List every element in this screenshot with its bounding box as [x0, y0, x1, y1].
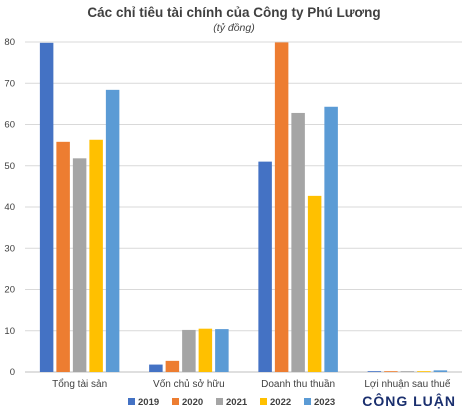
bar-2023-2: [324, 106, 338, 372]
bar-2023-0: [105, 89, 120, 372]
y-tick-label: 70: [4, 78, 15, 89]
y-tick-label: 60: [4, 120, 15, 131]
y-tick-label: 80: [4, 37, 15, 48]
legend-swatch: [172, 398, 179, 405]
bar-2020-2: [274, 42, 289, 372]
y-tick-label: 20: [4, 285, 15, 296]
legend-label: 2023: [314, 397, 335, 408]
bar-2021-1: [182, 329, 196, 372]
bar-2020-1: [165, 360, 180, 372]
category-label: Doanh thu thuần: [261, 378, 335, 390]
bar-2021-0: [72, 158, 87, 372]
bar-2022-0: [89, 139, 103, 372]
y-tick-label: 0: [10, 367, 15, 378]
category-label: Vốn chủ sở hữu: [153, 378, 225, 390]
category-label: Lợi nhuận sau thuế: [364, 378, 451, 390]
bar-2020-3: [384, 371, 398, 372]
bar-2022-2: [307, 195, 322, 372]
bar-2019-1: [149, 364, 163, 372]
legend-swatch: [260, 398, 267, 405]
bar-2021-2: [291, 112, 305, 372]
legend-swatch: [216, 398, 223, 405]
bars: [39, 42, 448, 372]
legend-label: 2020: [182, 397, 203, 408]
y-tick-label: 30: [4, 243, 15, 254]
legend-swatch: [304, 398, 311, 405]
chart-subtitle: (tỷ đồng): [213, 22, 254, 34]
y-tick-label: 10: [4, 326, 15, 337]
legend-label: 2019: [138, 397, 159, 408]
legend-swatch: [128, 398, 135, 405]
y-axis-ticks: 0 10 20 30 40 50 60 70 80: [4, 37, 15, 378]
bar-2019-0: [39, 42, 54, 372]
bar-2021-3: [400, 371, 415, 372]
bar-2022-3: [417, 371, 431, 372]
bar-2020-0: [56, 141, 70, 372]
bar-2023-1: [215, 329, 229, 372]
watermark-text: CÔNG LUẬN: [362, 392, 456, 409]
legend-label: 2021: [226, 397, 248, 408]
bar-2022-1: [198, 328, 213, 372]
bar-2023-3: [433, 370, 448, 372]
y-tick-label: 40: [4, 202, 15, 213]
chart-title: Các chỉ tiêu tài chính của Công ty Phú L…: [87, 5, 380, 20]
y-tick-label: 50: [4, 161, 15, 172]
bar-2019-3: [367, 371, 382, 372]
category-label: Tổng tài sản: [52, 378, 107, 390]
category-labels: Tổng tài sản Vốn chủ sở hữu Doanh thu thuầ…: [52, 378, 451, 390]
bar-2019-2: [258, 161, 272, 372]
legend-label: 2022: [270, 397, 291, 408]
legend: 2019 2020 2021 2022 2023: [128, 397, 335, 408]
